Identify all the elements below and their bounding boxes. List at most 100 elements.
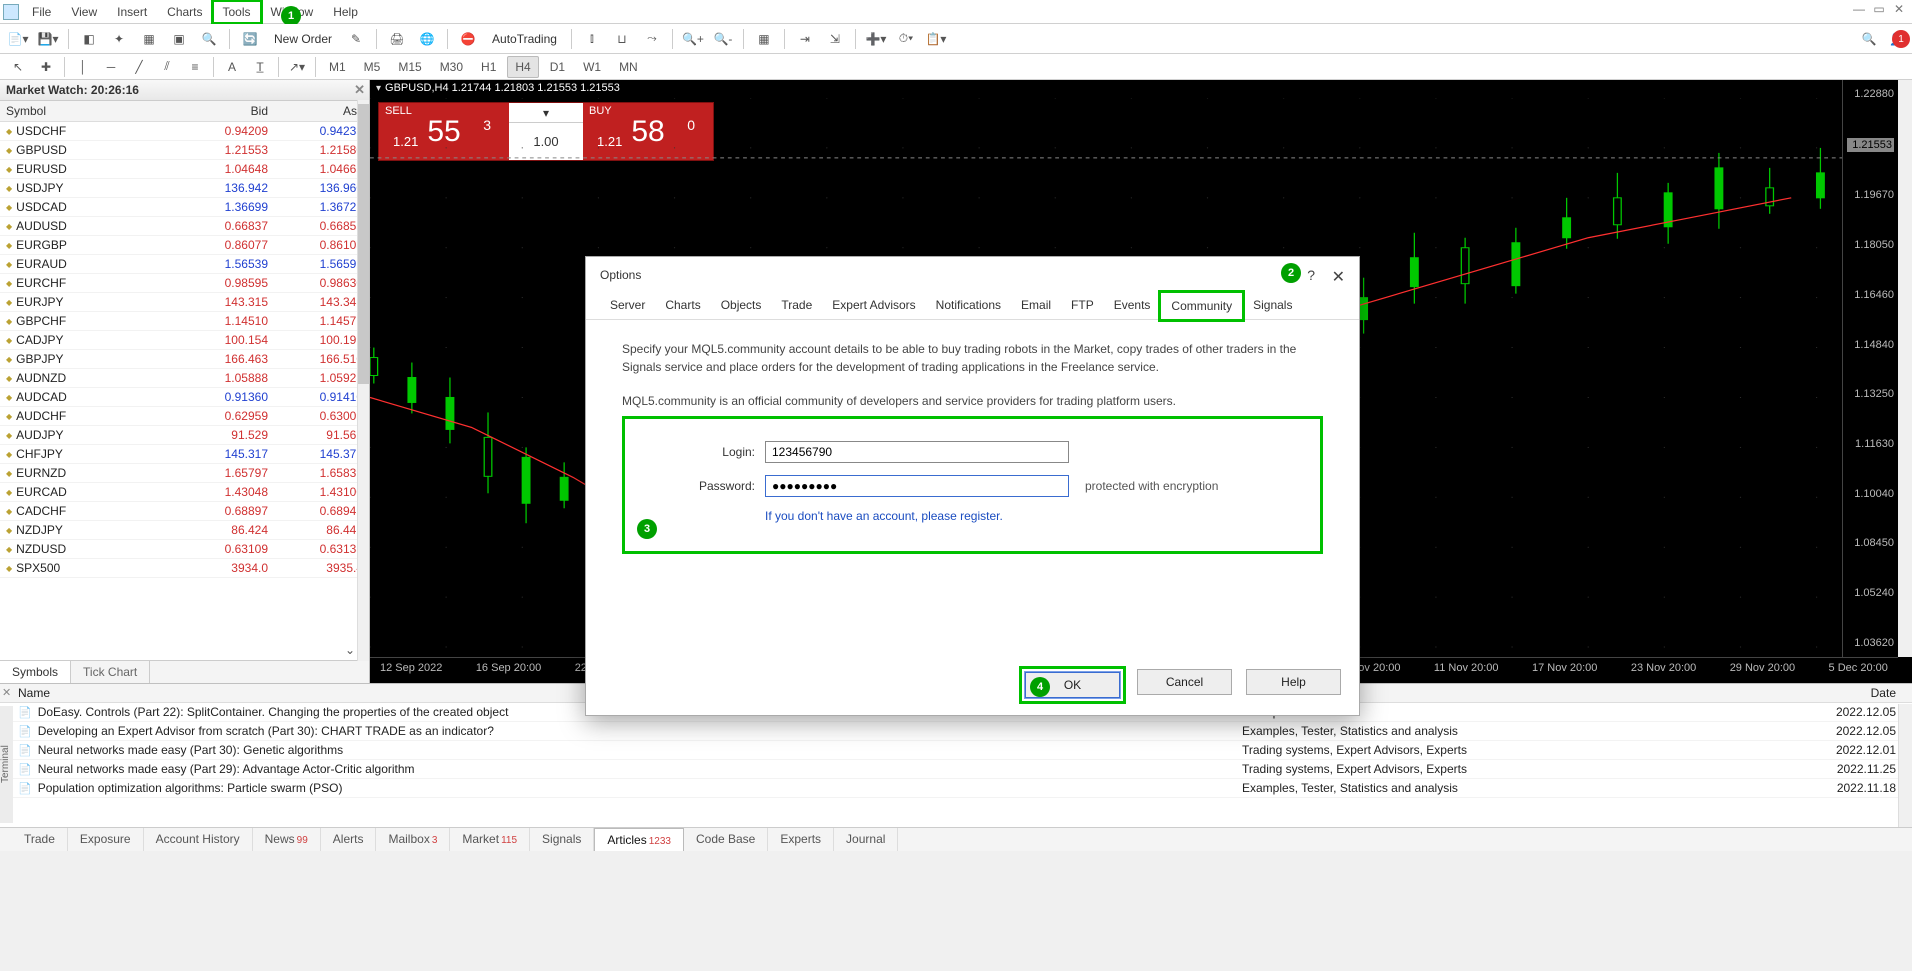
mw-row[interactable]: USDCAD1.366991.36722 [0,198,369,217]
mw-col-ask[interactable]: Ask [274,101,369,121]
autotrading-icon[interactable]: ⛔ [456,27,480,51]
arrows-icon[interactable]: ↗▾ [285,55,309,79]
terminal-row[interactable]: Neural networks made easy (Part 30): Gen… [0,741,1912,760]
term-tab-alerts[interactable]: Alerts [321,828,377,851]
search-icon[interactable]: 🔍 [1857,27,1881,51]
term-tab-market[interactable]: Market115 [450,828,530,851]
mw-row[interactable]: CADCHF0.688970.68945 [0,502,369,521]
mw-row[interactable]: EURAUD1.565391.56592 [0,255,369,274]
mw-row[interactable]: EURNZD1.657971.65839 [0,464,369,483]
shift-end-icon[interactable]: ⇥ [793,27,817,51]
dlg-tab-trade[interactable]: Trade [771,292,822,319]
menu-tools[interactable]: Tools [213,1,261,23]
register-link[interactable]: If you don't have an account, please reg… [765,509,1290,523]
strategy-tester-icon[interactable]: 🔍 [197,27,221,51]
term-tab-articles[interactable]: Articles1233 [594,828,684,851]
market-watch-icon[interactable]: ◧ [77,27,101,51]
market-watch-scrollbar[interactable] [357,100,369,661]
tf-m1[interactable]: M1 [322,57,353,77]
fibo-icon[interactable]: ≡ [183,55,207,79]
mw-row[interactable]: EURJPY143.315143.343 [0,293,369,312]
menu-view[interactable]: View [61,1,107,23]
mw-row[interactable]: AUDNZD1.058881.05923 [0,369,369,388]
dlg-tab-charts[interactable]: Charts [655,292,710,319]
mw-row[interactable]: AUDCAD0.913600.91410 [0,388,369,407]
cursor-icon[interactable]: ↖ [6,55,30,79]
term-col-date[interactable]: Date [1802,686,1912,700]
term-tab-exposure[interactable]: Exposure [68,828,144,851]
templates-icon[interactable]: 📋▾ [924,27,948,51]
text-label-icon[interactable]: T̲ [248,55,272,79]
tf-m15[interactable]: M15 [391,57,428,77]
menu-charts[interactable]: Charts [157,1,212,23]
trendline-icon[interactable]: ╱ [127,55,151,79]
mw-row[interactable]: EURUSD1.046481.04665 [0,160,369,179]
mw-row[interactable]: GBPUSD1.215531.21580 [0,141,369,160]
term-tab-trade[interactable]: Trade [12,828,68,851]
market-watch-chevron-icon[interactable]: ⌄ [345,643,355,657]
candlestick-icon[interactable]: ⊔ [610,27,634,51]
terminal-row[interactable]: Developing an Expert Advisor from scratc… [0,722,1912,741]
term-tab-codebase[interactable]: Code Base [684,828,768,851]
mw-row[interactable]: CHFJPY145.317145.377 [0,445,369,464]
mw-col-symbol[interactable]: Symbol [0,101,179,121]
auto-scroll-icon[interactable]: ⇲ [823,27,847,51]
menu-file[interactable]: File [22,1,61,23]
channel-icon[interactable]: ⫽ [155,55,179,79]
bar-chart-icon[interactable]: ⫾ [580,27,604,51]
new-order-button[interactable]: New Order [268,32,338,46]
zoom-in-icon[interactable]: 🔍+ [681,27,705,51]
term-tab-mailbox[interactable]: Mailbox3 [376,828,450,851]
mw-row[interactable]: EURCHF0.985950.98630 [0,274,369,293]
hline-icon[interactable]: ─ [99,55,123,79]
line-chart-icon[interactable]: ⤳ [640,27,664,51]
metaeditor-icon[interactable]: ✎ [344,27,368,51]
mw-row[interactable]: AUDCHF0.629590.63009 [0,407,369,426]
crosshair-icon[interactable]: ✚ [34,55,58,79]
mw-row[interactable]: CADJPY100.154100.199 [0,331,369,350]
mw-row[interactable]: USDCHF0.942090.94235 [0,122,369,141]
mw-row[interactable]: NZDJPY86.42486.442 [0,521,369,540]
dlg-tab-community[interactable]: Community [1160,292,1243,320]
tf-mn[interactable]: MN [612,57,645,77]
new-order-icon[interactable]: 🔄 [238,27,262,51]
terminal-icon[interactable]: ▣ [167,27,191,51]
mw-row[interactable]: NZDUSD0.631090.63133 [0,540,369,559]
help-button[interactable]: Help [1246,669,1341,695]
tf-m30[interactable]: M30 [433,57,470,77]
mw-row[interactable]: EURCAD1.430481.43100 [0,483,369,502]
minimize-icon[interactable]: — [1850,2,1868,16]
chart-vscroll[interactable] [1898,80,1912,657]
profiles-icon[interactable]: 💾▾ [36,27,60,51]
periods-icon[interactable]: ⏱▾ [894,27,918,51]
dlg-tab-email[interactable]: Email [1011,292,1061,319]
dlg-tab-ftp[interactable]: FTP [1061,292,1104,319]
market-watch-close-icon[interactable]: ✕ [354,82,365,98]
login-input[interactable] [765,441,1069,463]
mw-row[interactable]: GBPJPY166.463166.510 [0,350,369,369]
terminal-row[interactable]: Neural networks made easy (Part 29): Adv… [0,760,1912,779]
tf-h1[interactable]: H1 [474,57,503,77]
mw-row[interactable]: SPX5003934.03935.4 [0,559,369,578]
dlg-tab-signals[interactable]: Signals [1243,292,1302,319]
new-chart-icon[interactable]: 📄▾ [6,27,30,51]
options-icon[interactable]: 🌐 [415,27,439,51]
alerts-wrap[interactable]: 👤 1 [1889,32,1904,46]
term-tab-experts[interactable]: Experts [768,828,834,851]
dlg-tab-objects[interactable]: Objects [711,292,772,319]
dialog-close-icon[interactable]: ✕ [1332,267,1345,287]
term-tab-history[interactable]: Account History [144,828,253,851]
mw-row[interactable]: USDJPY136.942136.960 [0,179,369,198]
tf-d1[interactable]: D1 [543,57,572,77]
mw-row[interactable]: GBPCHF1.145101.14577 [0,312,369,331]
menu-insert[interactable]: Insert [107,1,157,23]
tile-icon[interactable]: ▦ [752,27,776,51]
mw-row[interactable]: AUDJPY91.52991.562 [0,426,369,445]
maximize-icon[interactable]: ▭ [1870,2,1888,16]
text-icon[interactable]: A [220,55,244,79]
term-tab-journal[interactable]: Journal [834,828,898,851]
terminal-close-icon[interactable]: ✕ [2,686,11,699]
dlg-tab-server[interactable]: Server [600,292,655,319]
indicators-icon[interactable]: ➕▾ [864,27,888,51]
navigator-icon[interactable]: ✦ [107,27,131,51]
